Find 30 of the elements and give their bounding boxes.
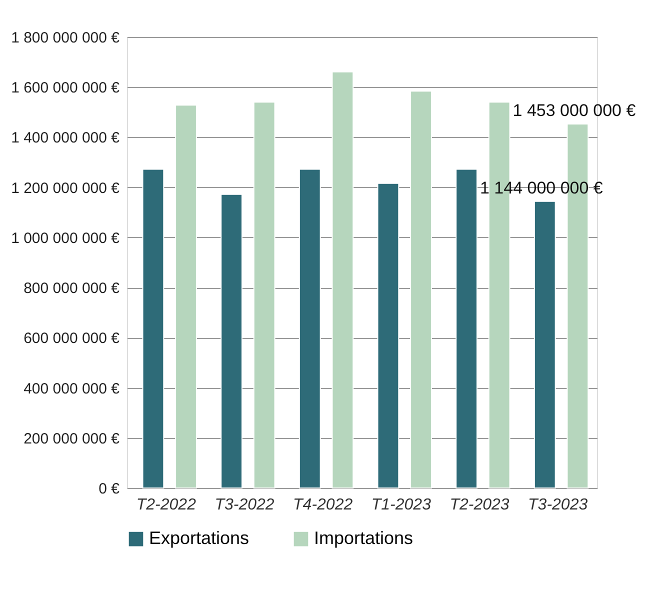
x-tick-label: T3-2022 xyxy=(214,496,274,514)
bar xyxy=(456,168,478,488)
y-tick-label: 800 000 000 € xyxy=(24,280,120,298)
x-tick-label: T2-2023 xyxy=(450,496,510,514)
y-tick-label: 0 € xyxy=(98,480,120,498)
y-tick-label: 200 000 000 € xyxy=(24,430,120,448)
y-tick-label: 1 600 000 000 € xyxy=(11,80,120,97)
y-tick-label: 400 000 000 € xyxy=(24,380,120,398)
data-label: 1 144 000 000 € xyxy=(480,178,604,198)
legend-label: Exportations xyxy=(149,528,250,548)
bar xyxy=(142,168,164,488)
x-tick-label: T3-2023 xyxy=(528,496,588,514)
y-tick-label: 1 000 000 000 € xyxy=(11,230,120,247)
bar xyxy=(298,168,321,488)
y-tick-label: 600 000 000 € xyxy=(24,330,120,348)
bar xyxy=(377,182,400,488)
bar xyxy=(175,104,197,488)
bar xyxy=(253,102,276,488)
bar xyxy=(332,71,354,488)
x-tick-label: T1-2023 xyxy=(371,496,432,514)
y-tick-label: 1 200 000 000 € xyxy=(11,180,120,197)
bar xyxy=(534,200,556,488)
x-tick-label: T4-2022 xyxy=(293,496,353,514)
bar xyxy=(410,90,432,488)
x-tick-label: T2-2022 xyxy=(136,496,196,514)
y-tick-label: 1 400 000 000 € xyxy=(11,130,120,147)
data-label: 1 453 000 000 € xyxy=(512,100,636,120)
y-tick-label: 1 800 000 000 € xyxy=(11,30,120,46)
legend-label: Importations xyxy=(314,528,414,548)
bar xyxy=(220,194,242,488)
